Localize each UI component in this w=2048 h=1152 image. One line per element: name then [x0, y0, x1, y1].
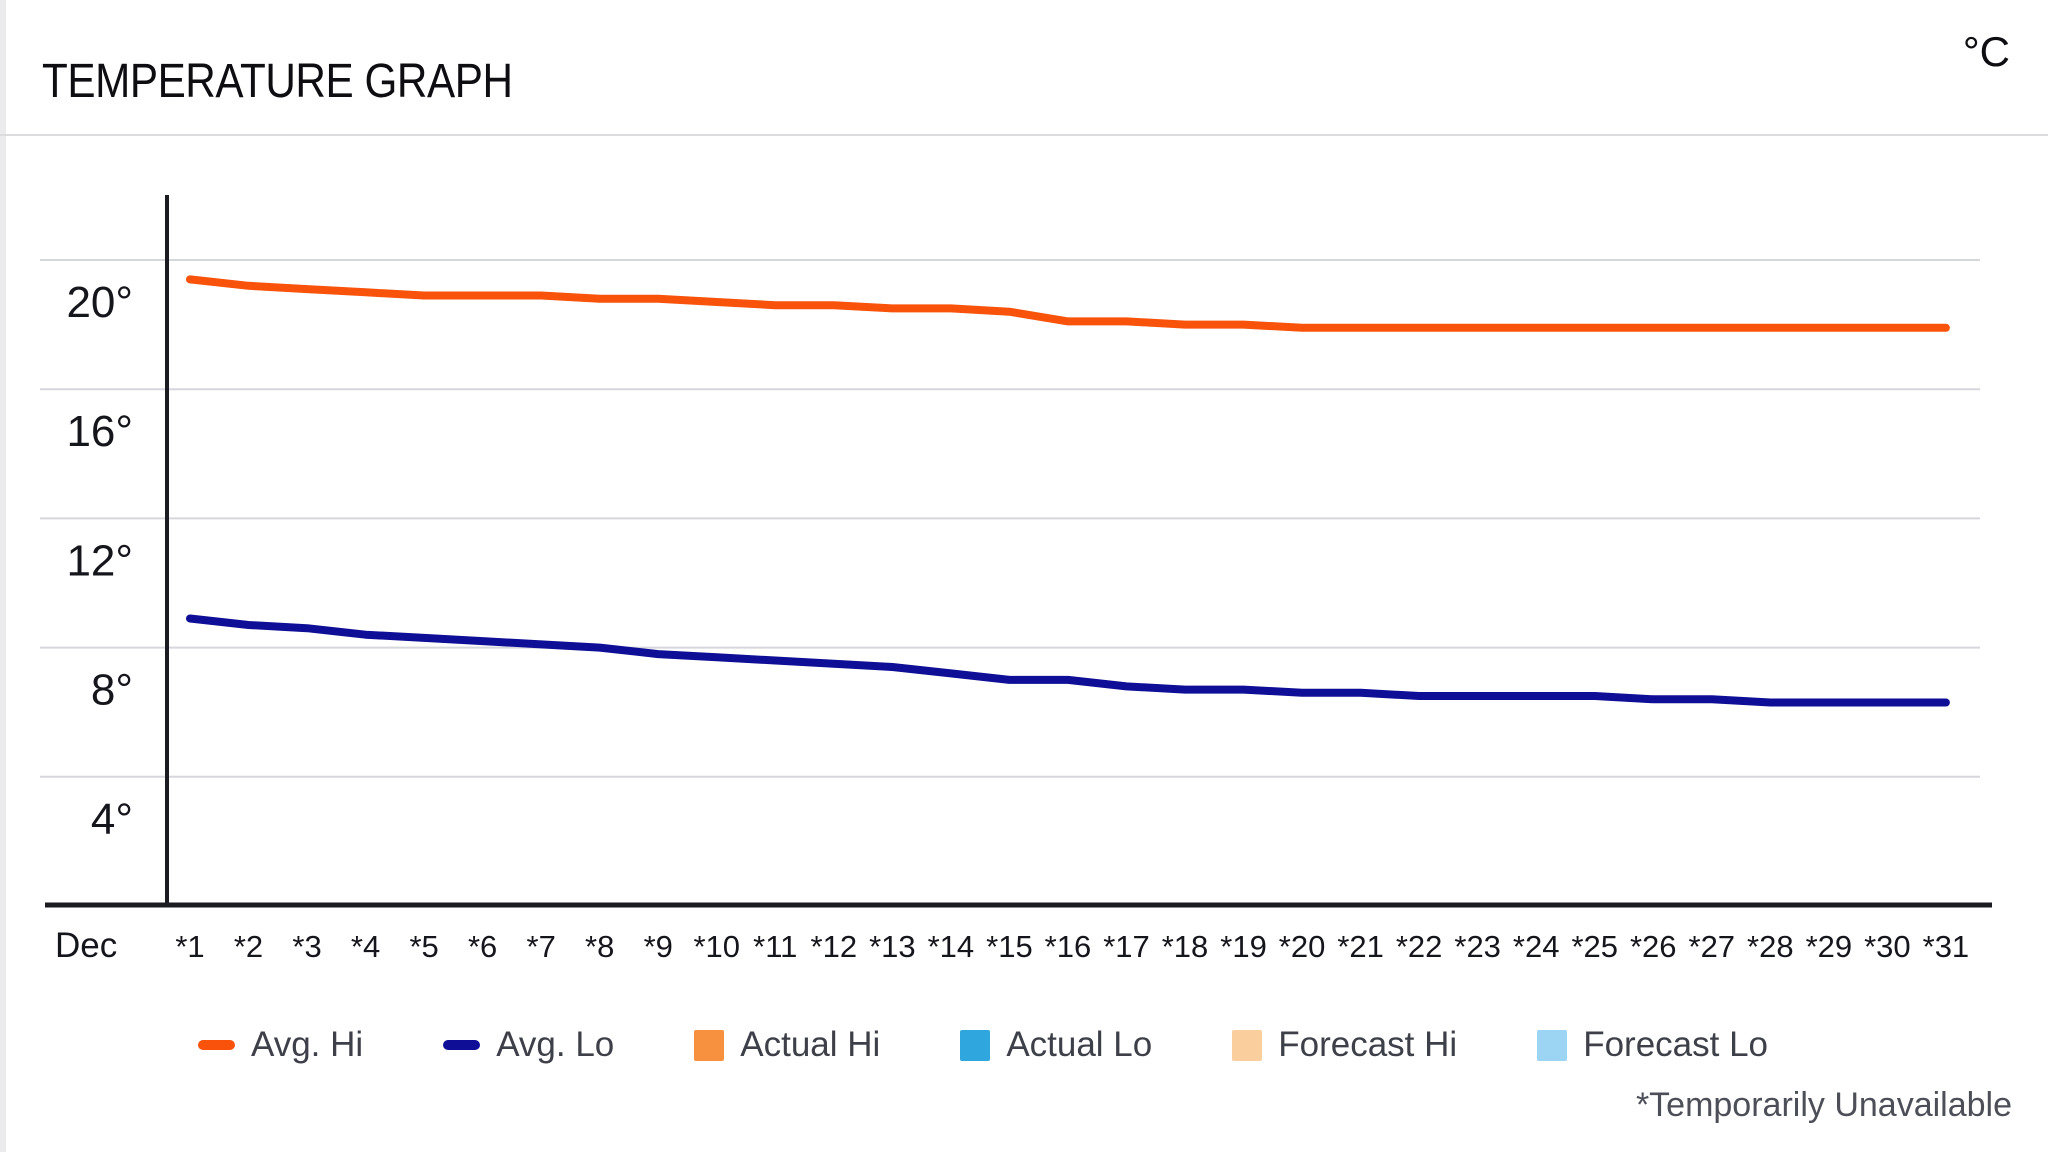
- x-tick-label: *18: [1162, 929, 1209, 964]
- x-tick-label: *29: [1806, 929, 1853, 964]
- y-tick-label: 12°: [66, 536, 133, 585]
- x-tick-label: *26: [1630, 929, 1677, 964]
- x-tick-label: *14: [928, 929, 975, 964]
- x-tick-label: *15: [986, 929, 1033, 964]
- avg-hi-line: [186, 275, 1950, 332]
- x-tick-label: *21: [1337, 929, 1384, 964]
- y-tick-label: 16°: [66, 407, 133, 456]
- x-tick-label: *10: [693, 929, 740, 964]
- legend-item-actual-lo[interactable]: Actual Lo: [960, 1025, 1152, 1065]
- x-month-label: Dec: [55, 926, 117, 965]
- legend-label: Actual Hi: [740, 1025, 881, 1064]
- x-tick-label: *17: [1103, 929, 1150, 964]
- x-tick-label: *19: [1220, 929, 1267, 964]
- legend-label: Actual Lo: [1006, 1025, 1153, 1064]
- x-tick-label: *31: [1923, 929, 1970, 964]
- legend-label: Forecast Hi: [1278, 1025, 1458, 1064]
- page-title: TEMPERATURE GRAPH: [42, 55, 513, 109]
- legend-item-avg-lo[interactable]: Avg. Lo: [443, 1025, 614, 1065]
- legend-item-forecast-lo[interactable]: Forecast Lo: [1537, 1025, 1768, 1065]
- x-tick-label: *9: [644, 929, 673, 964]
- x-tick-label: *3: [292, 929, 321, 964]
- legend-label: Avg. Lo: [496, 1025, 615, 1064]
- x-tick-label: *1: [175, 929, 204, 964]
- x-tick-label: *25: [1571, 929, 1618, 964]
- x-tick-label: *30: [1864, 929, 1911, 964]
- x-tick-label: *27: [1689, 929, 1736, 964]
- unit-label: °C: [1962, 28, 2010, 75]
- x-tick-label: *6: [468, 929, 497, 964]
- avg-hi-swatch-icon: [198, 1040, 235, 1050]
- unavailable-footnote: *Temporarily Unavailable: [1635, 1086, 2012, 1124]
- x-tick-label: *7: [527, 929, 556, 964]
- x-tick-label: *13: [869, 929, 916, 964]
- x-tick-label: *28: [1747, 929, 1794, 964]
- avg-lo-swatch-icon: [443, 1040, 481, 1050]
- x-tick-label: *22: [1396, 929, 1443, 964]
- actual-hi-swatch-icon: [694, 1029, 725, 1061]
- x-tick-label: *11: [753, 929, 797, 964]
- forecast-hi-swatch-icon: [1232, 1029, 1263, 1061]
- x-tick-label: *5: [409, 929, 438, 964]
- x-tick-label: *16: [1045, 929, 1092, 964]
- legend-label: Avg. Hi: [251, 1025, 364, 1064]
- x-tick-label: *4: [351, 929, 380, 964]
- left-edge-strip: [0, 0, 6, 1152]
- y-tick-label: 8°: [91, 666, 133, 715]
- avg-lo-line: [186, 614, 1950, 707]
- legend-label: Forecast Lo: [1583, 1025, 1768, 1064]
- x-tick-label: *2: [234, 929, 263, 964]
- x-tick-label: *24: [1513, 929, 1560, 964]
- actual-lo-swatch-icon: [960, 1029, 991, 1061]
- chart-legend: Avg. Hi Avg. Lo Actual Hi Actual Lo Fore…: [198, 1018, 1768, 1072]
- forecast-lo-swatch-icon: [1537, 1029, 1568, 1061]
- legend-item-avg-hi[interactable]: Avg. Hi: [198, 1025, 363, 1065]
- header-divider: [0, 134, 2048, 136]
- legend-item-actual-hi[interactable]: Actual Hi: [694, 1025, 880, 1065]
- x-tick-label: *20: [1279, 929, 1326, 964]
- x-tick-label: *8: [585, 929, 614, 964]
- legend-item-forecast-hi[interactable]: Forecast Hi: [1232, 1025, 1457, 1065]
- x-tick-label: *12: [811, 929, 858, 964]
- y-tick-label: 4°: [91, 795, 133, 844]
- y-tick-label: 20°: [66, 278, 133, 327]
- x-tick-label: *23: [1454, 929, 1501, 964]
